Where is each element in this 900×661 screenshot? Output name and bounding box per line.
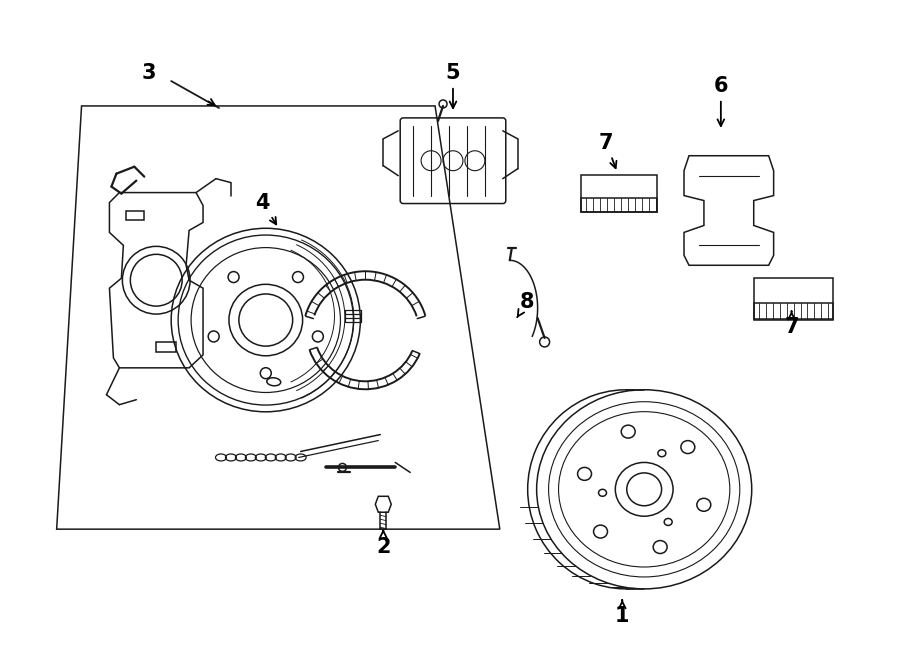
Bar [753,303,833,319]
Bar [126,210,144,221]
Text: 3: 3 [142,63,157,83]
Text: 6: 6 [714,76,728,126]
Text: 8: 8 [518,292,534,317]
Text: 7: 7 [784,311,799,337]
Text: 2: 2 [376,531,391,557]
Bar [157,342,176,352]
Bar [581,175,657,212]
Bar [581,198,657,212]
Text: 7: 7 [599,133,616,168]
Bar [753,278,833,320]
Text: 5: 5 [446,63,460,108]
Text: 4: 4 [256,192,276,224]
Text: 1: 1 [615,600,629,626]
